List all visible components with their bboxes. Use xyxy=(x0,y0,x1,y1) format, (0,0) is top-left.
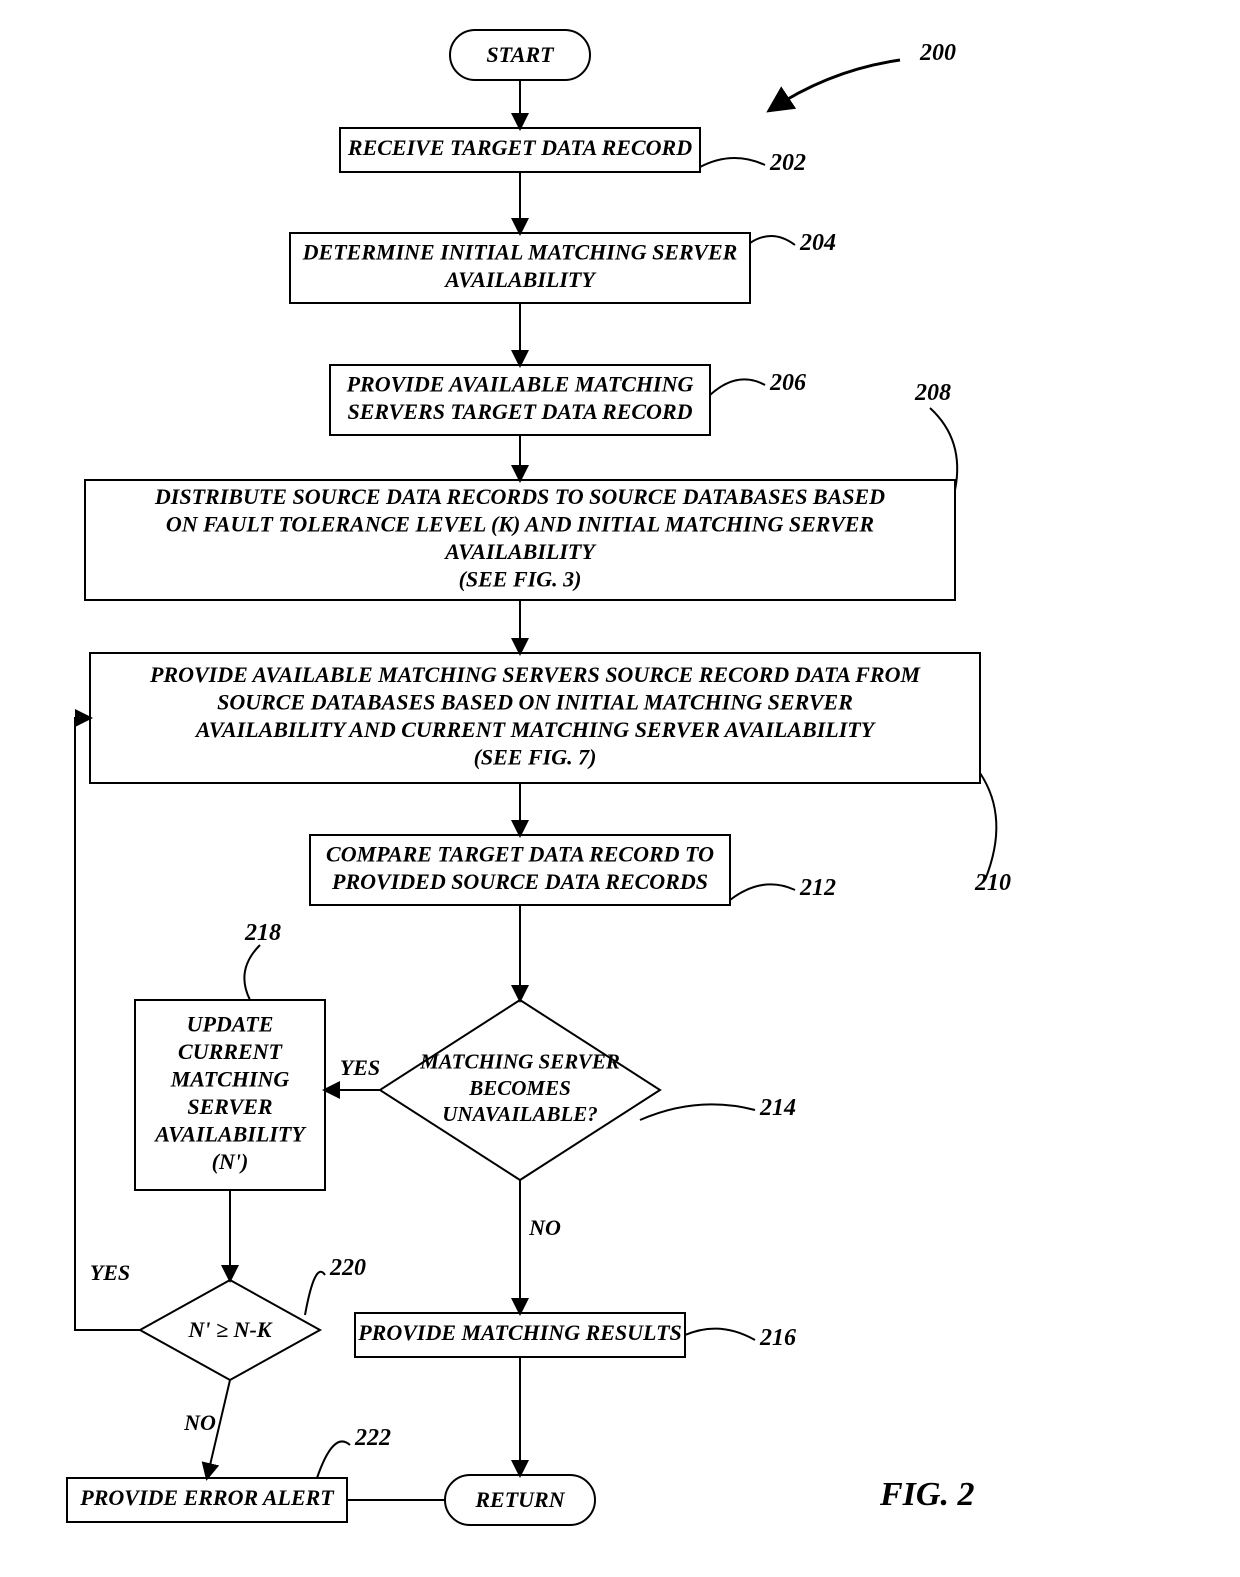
svg-text:START: START xyxy=(486,42,555,67)
leader xyxy=(730,884,795,900)
edge-label-no1: NO xyxy=(528,1215,561,1240)
ref-r214: 214 xyxy=(759,1095,796,1121)
svg-text:AVAILABILITY: AVAILABILITY xyxy=(443,539,597,564)
svg-text:PROVIDE AVAILABLE MATCHING SER: PROVIDE AVAILABLE MATCHING SERVERS SOURC… xyxy=(149,662,921,687)
svg-text:N' ≥ N-K: N' ≥ N-K xyxy=(188,1317,273,1342)
ref-r216: 216 xyxy=(759,1325,796,1351)
svg-text:AVAILABILITY: AVAILABILITY xyxy=(443,267,597,292)
ref-r204: 204 xyxy=(799,230,836,256)
leader xyxy=(710,379,765,395)
svg-text:(N'): (N') xyxy=(212,1149,249,1174)
svg-text:COMPARE TARGET DATA RECORD TO: COMPARE TARGET DATA RECORD TO xyxy=(326,841,714,866)
ref-r202: 202 xyxy=(769,150,806,176)
svg-text:BECOMES: BECOMES xyxy=(468,1076,571,1100)
ref-r220: 220 xyxy=(329,1255,366,1281)
svg-text:ON FAULT TOLERANCE LEVEL (K) A: ON FAULT TOLERANCE LEVEL (K) AND INITIAL… xyxy=(166,511,874,536)
ref-arrow-200 xyxy=(770,60,900,110)
leader xyxy=(930,408,957,490)
ref-r218: 218 xyxy=(244,920,281,946)
svg-text:SERVERS TARGET DATA RECORD: SERVERS TARGET DATA RECORD xyxy=(347,399,692,424)
edge xyxy=(75,718,140,1330)
edge-label-yes2: YES xyxy=(90,1260,130,1285)
edge-label-yes1: YES xyxy=(340,1055,380,1080)
ref-r200: 200 xyxy=(919,40,956,66)
svg-text:RETURN: RETURN xyxy=(474,1487,565,1512)
ref-r212: 212 xyxy=(799,875,836,901)
svg-text:(SEE FIG. 3): (SEE FIG. 3) xyxy=(459,566,582,591)
svg-text:AVAILABILITY: AVAILABILITY xyxy=(153,1121,307,1146)
flowchart: START RETURN RECEIVE TARGET DATA RECORD DET… xyxy=(0,0,1240,1577)
svg-text:CURRENT: CURRENT xyxy=(178,1039,283,1064)
leader xyxy=(700,158,765,167)
svg-text:PROVIDED SOURCE DATA RECORDS: PROVIDED SOURCE DATA RECORDS xyxy=(331,869,708,894)
svg-text:UPDATE: UPDATE xyxy=(187,1011,274,1036)
leader xyxy=(640,1104,755,1120)
svg-text:MATCHING SERVER: MATCHING SERVER xyxy=(419,1050,620,1074)
figure-label: FIG. 2 xyxy=(879,1476,974,1513)
leader xyxy=(317,1441,350,1478)
leader xyxy=(244,945,260,1000)
svg-text:PROVIDE ERROR ALERT: PROVIDE ERROR ALERT xyxy=(79,1485,335,1510)
svg-text:(SEE FIG. 7): (SEE FIG. 7) xyxy=(474,744,597,769)
ref-r222: 222 xyxy=(354,1425,391,1451)
svg-text:AVAILABILITY AND CURRENT MATCH: AVAILABILITY AND CURRENT MATCHING SERVER… xyxy=(194,717,877,742)
svg-text:PROVIDE MATCHING RESULTS: PROVIDE MATCHING RESULTS xyxy=(357,1320,682,1345)
svg-text:MATCHING: MATCHING xyxy=(170,1066,290,1091)
svg-text:DISTRIBUTE SOURCE DATA RECORDS: DISTRIBUTE SOURCE DATA RECORDS TO SOURCE… xyxy=(154,484,885,509)
leader xyxy=(750,236,795,245)
svg-text:SERVER: SERVER xyxy=(187,1094,272,1119)
svg-text:PROVIDE AVAILABLE MATCHING: PROVIDE AVAILABLE MATCHING xyxy=(346,371,694,396)
edge-label-no2: NO xyxy=(183,1410,216,1435)
ref-r208: 208 xyxy=(914,380,951,406)
svg-text:DETERMINE INITIAL MATCHING SER: DETERMINE INITIAL MATCHING SERVER xyxy=(302,239,738,264)
ref-r210: 210 xyxy=(974,870,1011,896)
svg-text:SOURCE DATABASES BASED ON INIT: SOURCE DATABASES BASED ON INITIAL MATCHI… xyxy=(217,689,853,714)
svg-text:UNAVAILABLE?: UNAVAILABLE? xyxy=(442,1102,598,1126)
svg-text:RECEIVE TARGET DATA RECORD: RECEIVE TARGET DATA RECORD xyxy=(347,135,692,160)
ref-r206: 206 xyxy=(769,370,806,396)
leader xyxy=(685,1329,755,1340)
leader xyxy=(980,773,996,880)
leader xyxy=(305,1272,325,1315)
